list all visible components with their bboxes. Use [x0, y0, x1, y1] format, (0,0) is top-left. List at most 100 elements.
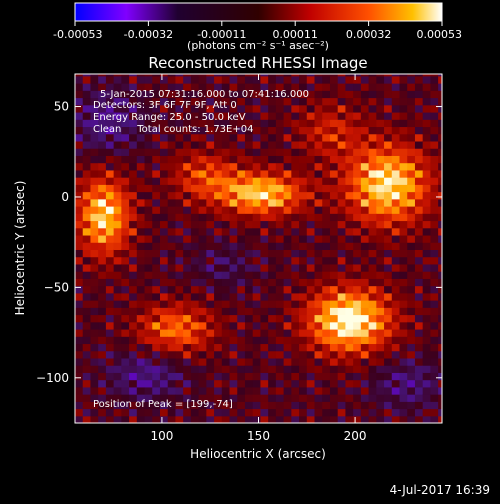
heatmap-cell: [430, 300, 439, 308]
heatmap-cell: [291, 271, 300, 279]
heatmap-cell: [376, 213, 385, 222]
heatmap-cell: [306, 83, 316, 91]
heatmap-cell: [244, 148, 254, 156]
heatmap-cell: [105, 191, 115, 200]
heatmap-cell: [322, 90, 331, 99]
heatmap-cell: [422, 300, 432, 308]
heatmap-cell: [136, 198, 146, 207]
heatmap-cell: [221, 271, 231, 279]
heatmap-cell: [360, 126, 370, 135]
heatmap-cell: [283, 249, 292, 258]
heatmap-cell: [299, 184, 308, 193]
heatmap-cell: [121, 177, 130, 185]
heatmap-cell: [82, 97, 92, 106]
heatmap-cell: [229, 90, 238, 99]
heatmap-cell: [268, 74, 277, 77]
heatmap-cell: [391, 372, 401, 381]
heatmap-cell: [121, 307, 130, 316]
heatmap-cell: [306, 278, 316, 287]
heatmap-cell: [422, 336, 432, 345]
heatmap-cell: [260, 292, 269, 301]
heatmap-cell: [98, 321, 107, 330]
heatmap-cell: [136, 140, 146, 149]
heatmap-cell: [159, 401, 169, 410]
heatmap-cell: [414, 242, 424, 250]
heatmap-cell: [98, 336, 107, 345]
heatmap-cell: [175, 386, 184, 395]
heatmap-cell: [121, 300, 130, 308]
heatmap-cell: [268, 379, 277, 388]
heatmap-cell: [414, 155, 424, 164]
info-annotations: 5-Jan-2015 07:31:16.000 to 07:41:16.000 …: [93, 89, 309, 410]
heatmap-cell: [75, 119, 84, 128]
heatmap-cell: [198, 278, 207, 287]
heatmap-cell: [198, 234, 207, 243]
heatmap-cell: [221, 357, 231, 366]
heatmap-cell: [314, 213, 323, 222]
heatmap-cell: [291, 220, 300, 229]
heatmap-cell: [159, 357, 169, 366]
heatmap-cell: [198, 394, 207, 402]
heatmap-cell: [136, 148, 146, 156]
heatmap-cell: [237, 372, 246, 381]
heatmap-cell: [152, 220, 161, 229]
heatmap-cell: [384, 242, 393, 250]
heatmap-cell: [113, 401, 122, 410]
heatmap-cell: [391, 336, 401, 345]
heatmap-cell: [75, 74, 84, 77]
heatmap-cell: [314, 394, 323, 402]
heatmap-cell: [159, 220, 169, 229]
heatmap-cell: [368, 321, 377, 330]
heatmap-cell: [75, 90, 84, 99]
heatmap-cell: [129, 148, 138, 156]
colorbar-tick-label: -0.00053: [53, 28, 102, 41]
heatmap-cell: [353, 83, 362, 91]
heatmap-cell: [98, 90, 107, 99]
heatmap-cell: [190, 263, 200, 272]
heatmap-cell: [268, 155, 277, 164]
heatmap-cell: [252, 234, 262, 243]
heatmap-cell: [121, 104, 130, 113]
heatmap-cell: [159, 278, 169, 287]
heatmap-cell: [438, 133, 442, 142]
heatmap-cell: [229, 104, 238, 113]
heatmap-cell: [322, 234, 331, 243]
heatmap-cell: [152, 328, 161, 337]
heatmap-cell: [283, 198, 292, 207]
heatmap-cell: [129, 350, 138, 359]
heatmap-cell: [260, 169, 269, 178]
heatmap-cell: [129, 97, 138, 106]
heatmap-cell: [252, 213, 262, 222]
heatmap-cell: [322, 75, 331, 84]
heatmap-cell: [260, 111, 269, 120]
heatmap-cell: [360, 271, 370, 279]
heatmap-cell: [337, 357, 347, 366]
heatmap-cell: [430, 234, 439, 243]
heatmap-cell: [384, 198, 393, 207]
heatmap-cell: [275, 300, 285, 308]
heatmap-cell: [152, 155, 161, 164]
heatmap-cell: [376, 285, 385, 294]
heatmap-cell: [329, 350, 339, 359]
heatmap-cell: [391, 75, 401, 84]
heatmap-cell: [198, 408, 207, 417]
heatmap-cell: [144, 119, 153, 128]
heatmap-cell: [90, 285, 99, 294]
heatmap-cell: [152, 314, 161, 323]
heatmap-cell: [299, 372, 308, 381]
heatmap-cell: [183, 365, 192, 373]
heatmap-cell: [167, 227, 177, 236]
heatmap-cell: [113, 408, 122, 417]
heatmap-cell: [190, 350, 200, 359]
heatmap-cell: [98, 365, 107, 373]
heatmap-cell: [345, 148, 354, 156]
heatmap-cell: [422, 386, 432, 395]
heatmap-cell: [221, 140, 231, 149]
heatmap-cell: [75, 256, 84, 265]
heatmap-cell: [229, 220, 238, 229]
heatmap-cell: [198, 140, 207, 149]
heatmap-cell: [152, 234, 161, 243]
heatmap-cell: [229, 386, 238, 395]
heatmap-cell: [214, 336, 223, 345]
x-tick-label: 150: [247, 429, 270, 443]
